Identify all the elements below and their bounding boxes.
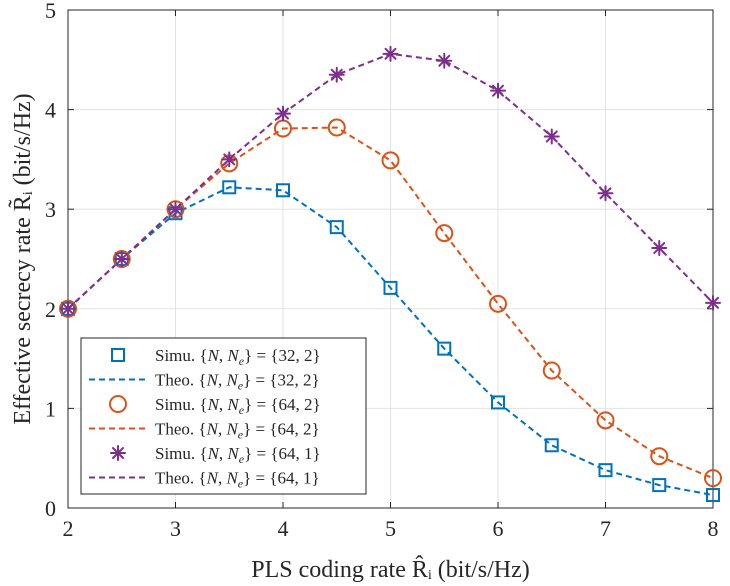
legend-label-part: N xyxy=(226,444,240,463)
data-point-series-0 xyxy=(437,341,452,356)
legend-label-5: Theo. {N, Ne} = {64, 1} xyxy=(155,469,320,491)
legend-label-1: Theo. {N, Ne} = {32, 2} xyxy=(155,371,320,393)
data-point-series-2 xyxy=(381,151,400,170)
data-point-series-0 xyxy=(329,220,344,235)
legend-label-part: } = {32, 2} xyxy=(244,346,321,365)
data-point-series-2 xyxy=(704,469,722,488)
data-point-series-4 xyxy=(167,201,184,218)
axes xyxy=(67,9,714,509)
legend-label-part: N xyxy=(207,395,221,414)
y-axis-title: Effective secrecy rate R̃ᵢ (bit/s/Hz) xyxy=(8,93,36,424)
legend-label-part: N xyxy=(226,346,240,365)
legend-label-part: } = {64, 2} xyxy=(244,395,321,414)
data-point-series-2 xyxy=(650,447,669,466)
data-point-series-0 xyxy=(383,280,398,295)
tick-labels: 2 3 4 5 6 7 8 0 1 2 3 4 5 xyxy=(45,0,719,541)
legend-label-2: Simu. {N, Ne} = {64, 2} xyxy=(155,395,321,417)
data-point-series-4 xyxy=(705,294,721,311)
legend-label-part: N xyxy=(207,346,221,365)
legend-label-part: N xyxy=(207,444,221,463)
data-point-series-4 xyxy=(275,105,291,122)
data-point-series-2 xyxy=(327,118,346,137)
legend-label-part: } = {32, 2} xyxy=(243,371,320,390)
legend-label-part: Simu. { xyxy=(155,395,208,414)
legend-label-0: Simu. {N, Ne} = {32, 2} xyxy=(155,346,321,368)
data-point-series-4 xyxy=(597,185,614,202)
legend-label-part: e xyxy=(238,379,244,393)
legend-label-part: , xyxy=(218,371,227,390)
series-markers xyxy=(59,45,722,503)
y-tick-label: 0 xyxy=(45,496,56,521)
data-point-series-0 xyxy=(491,395,505,410)
legend-box xyxy=(80,337,367,495)
x-tick-label: 7 xyxy=(600,516,611,541)
data-point-series-4 xyxy=(221,151,238,168)
legend-label-part: e xyxy=(238,428,244,442)
data-point-series-0 xyxy=(598,463,613,478)
data-point-series-0 xyxy=(544,438,559,453)
y-tick-label: 1 xyxy=(45,396,56,421)
legend: Simu. {N, Ne} = {32, 2}Theo. {N, Ne} = {… xyxy=(80,337,367,495)
legend-label-3: Theo. {N, Ne} = {64, 2} xyxy=(155,420,320,442)
data-point-series-0 xyxy=(276,183,290,198)
legend-label-part: , xyxy=(219,444,228,463)
legend-marker-0 xyxy=(111,348,125,362)
x-tick-label: 2 xyxy=(63,516,74,541)
x-tick-label: 3 xyxy=(170,516,181,541)
x-tick-label: 4 xyxy=(278,516,289,541)
x-tick-label: 5 xyxy=(385,516,396,541)
data-point-series-0 xyxy=(222,180,237,195)
legend-label-part: , xyxy=(219,395,228,414)
data-point-series-2 xyxy=(596,411,615,430)
legend-label-part: N xyxy=(225,420,239,439)
data-point-series-2 xyxy=(435,224,454,243)
legend-label-part: } = {64, 1} xyxy=(243,469,320,488)
legend-label-part: , xyxy=(218,469,227,488)
data-point-series-4 xyxy=(328,66,345,83)
legend-label-part: , xyxy=(218,420,227,439)
data-point-series-0 xyxy=(652,478,667,493)
data-point-series-2 xyxy=(542,361,561,380)
y-tick-label: 5 xyxy=(45,0,56,23)
legend-label-part: N xyxy=(226,395,240,414)
data-point-series-4 xyxy=(113,251,130,267)
legend-label-part: Simu. { xyxy=(155,444,208,463)
data-point-series-4 xyxy=(490,82,506,99)
legend-label-part: N xyxy=(225,469,239,488)
legend-label-part: Theo. { xyxy=(155,469,207,488)
legend-marker-2 xyxy=(109,395,127,413)
legend-label-part: Theo. { xyxy=(155,371,207,390)
legend-label-part: Theo. { xyxy=(155,420,207,439)
legend-label-part: e xyxy=(239,452,245,466)
legend-label-part: } = {64, 2} xyxy=(243,420,320,439)
data-point-series-4 xyxy=(382,45,399,62)
legend-label-part: e xyxy=(238,477,244,491)
y-tick-label: 3 xyxy=(45,197,56,222)
legend-label-part: N xyxy=(225,371,239,390)
legend-label-part: N xyxy=(206,469,220,488)
legend-label-part: } = {64, 1} xyxy=(244,444,321,463)
legend-label-part: N xyxy=(206,371,220,390)
data-point-series-4 xyxy=(436,52,453,69)
legend-label-part: e xyxy=(239,403,245,417)
legend-label-part: N xyxy=(206,420,220,439)
y-tick-label: 4 xyxy=(45,98,56,123)
legend-label-4: Simu. {N, Ne} = {64, 1} xyxy=(155,444,321,466)
axis-titles: PLS coding rate R̂ᵢ (bit/s/Hz) Effective … xyxy=(8,93,530,583)
x-tick-label: 8 xyxy=(708,516,719,541)
legend-label-part: Simu. { xyxy=(155,346,208,365)
legend-label-part: , xyxy=(219,346,228,365)
x-tick-label: 6 xyxy=(493,516,504,541)
legend-label-part: e xyxy=(239,354,245,368)
x-axis-title: PLS coding rate R̂ᵢ (bit/s/Hz) xyxy=(251,555,530,583)
y-tick-label: 2 xyxy=(45,297,56,322)
legend-marker-4 xyxy=(110,445,126,461)
data-point-series-0 xyxy=(706,488,720,503)
data-point-series-4 xyxy=(60,300,76,317)
data-point-series-4 xyxy=(651,240,668,257)
data-point-series-2 xyxy=(489,294,507,313)
data-point-series-4 xyxy=(543,128,560,145)
